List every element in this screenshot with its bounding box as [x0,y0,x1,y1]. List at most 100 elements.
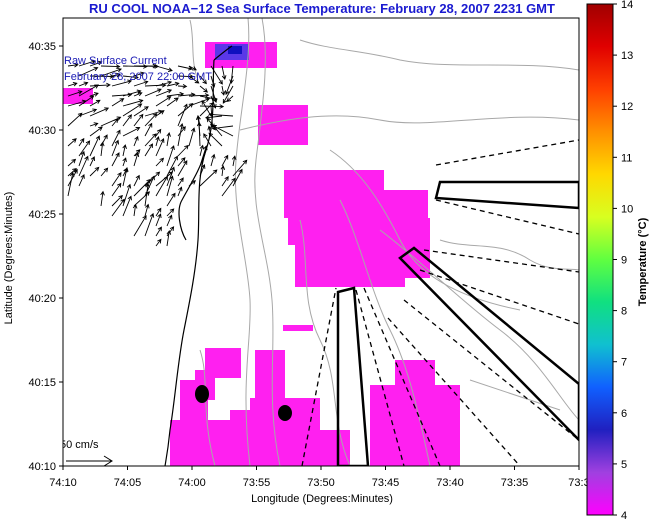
current-vector [166,175,174,197]
current-vector [222,85,234,104]
transect-lines [301,139,579,466]
current-vector [111,72,121,78]
current-vector [144,212,155,237]
current-vector [203,133,212,147]
current-vector [188,127,196,147]
current-vector [188,93,210,98]
surface-current-vectors [67,59,248,247]
current-vector [122,157,127,167]
current-vector [220,85,226,96]
map-title: RU COOL NOAA−12 Sea Surface Temperature:… [89,1,555,16]
x-tick-label: 73:55 [243,477,271,489]
current-vector [199,104,225,109]
current-vector [155,110,165,117]
current-vector [89,82,111,88]
current-vector [155,157,165,167]
current-vector [155,65,173,72]
current-vector [144,122,153,137]
current-vector [122,127,141,137]
x-tick-label: 74:00 [178,477,206,489]
current-vector [111,194,123,207]
station-marker-1 [195,385,209,403]
current-vector [199,144,205,157]
colorbar-gradient [586,3,614,516]
current-vector [210,85,218,103]
current-vector [100,134,108,147]
current-vector [122,183,132,207]
current-vector [67,62,79,68]
x-tick-label: 73:45 [372,477,400,489]
current-vector [177,65,193,71]
current-vector [221,154,229,167]
current-vector [155,175,168,197]
y-tick-label: 40:15 [28,377,56,389]
current-vector [78,81,89,87]
cold-water-patch [215,44,249,60]
current-vector [166,131,171,147]
x-tick-label: 73:50 [307,477,335,489]
current-vector [78,140,91,157]
y-tick-label: 40:30 [28,125,56,137]
colorbar-tick-label: 13 [621,50,633,62]
current-vector [100,64,121,69]
current-vector [208,112,234,117]
current-vector [232,159,248,177]
current-legend-time: February 28, 2007 22:00 GMT [64,71,212,83]
temperature-colorbar: 14 13 12 11 10 9 8 7 6 5 4 Temperature (°C) [586,0,649,522]
current-vector [166,155,178,177]
colorbar-tick-label: 14 [621,0,633,11]
current-vector [133,113,144,127]
current-vector [144,203,150,217]
current-vector [78,95,95,107]
current-vector [67,168,78,187]
current-vector [78,137,85,147]
current-vector [89,92,99,97]
current-vector [89,135,100,157]
current-vector [208,132,223,147]
current-vector [111,152,120,167]
current-vector [188,180,197,187]
current-legend-title: Raw Surface Current [64,55,167,67]
current-vector [67,158,77,167]
current-vector [122,74,139,80]
station-markers [195,385,292,421]
current-vector [220,165,226,177]
current-vector [177,103,188,127]
colorbar-tick-label: 12 [621,101,633,113]
current-vector [133,71,146,77]
current-vector [133,135,139,147]
colorbar-label: Temperature (°C) [637,217,649,306]
x-tick-label: 74:05 [114,477,142,489]
current-vector [199,85,209,93]
current-vector [89,156,95,167]
current-vector [155,226,162,237]
current-vector [210,105,215,129]
velocity-scale-label: 50 cm/s [60,439,99,451]
current-vector [132,203,138,217]
current-vector [225,75,234,96]
current-vector [67,90,83,97]
x-axis: 74:10 74:05 74:00 73:55 73:50 73:45 73:40 73:35… [49,466,590,489]
current-vector [210,95,217,109]
x-tick-label: 73:35 [501,477,529,489]
current-vector [144,113,158,127]
current-vector [155,128,162,137]
current-vector [177,144,189,157]
current-vector [111,172,122,187]
current-vector [155,89,173,97]
current-vector [111,98,125,107]
current-vector [133,91,143,97]
current-vector [166,97,179,107]
current-vector [177,177,184,187]
y-axis: 40:35 40:30 40:25 40:20 40:15 40:10 [28,41,63,473]
current-vector [177,84,188,89]
current-vector [155,80,173,87]
current-vector [210,65,223,85]
current-vector [122,166,129,187]
current-vector [155,207,162,217]
current-vector [226,95,234,103]
current-vector [111,118,119,127]
colorbar-tick-label: 4 [621,510,627,519]
current-vector [100,190,105,207]
